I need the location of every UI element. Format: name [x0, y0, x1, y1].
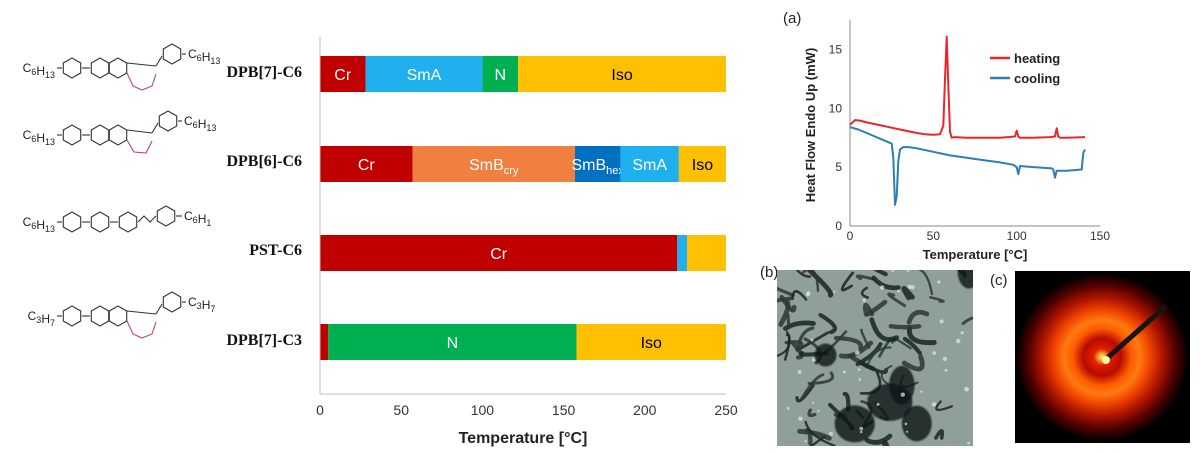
dsc-y-tick-label: 5 — [835, 160, 842, 174]
phase-label-cr: Cr — [490, 246, 508, 263]
phase-segment-iso — [576, 324, 726, 360]
phase-bar-1: Cr SmA N Iso — [320, 56, 726, 92]
pom-texture-image — [777, 270, 973, 446]
bar-chart-x-axis-label: Temperature [°C] — [459, 430, 588, 447]
molecule-substituent-left: C3H7 — [28, 309, 55, 328]
phase-label-cr: Cr — [334, 67, 352, 84]
phase-segment-sma — [620, 146, 679, 182]
dsc-line-cooling — [849, 126, 1086, 206]
molecule-name: PST-C6 — [249, 242, 302, 259]
dsc-x-tick-label: 100 — [1007, 229, 1027, 243]
phase-segment-cr — [320, 324, 329, 360]
bar-chart-tick-labels: 0 50 100 150 200 250 — [316, 402, 738, 418]
bar-x-tick-label: 250 — [714, 402, 738, 418]
molecule-3: C6H13 C6H1 PST-C6 — [23, 205, 302, 259]
phase-bar-4: N Iso — [320, 324, 726, 360]
phase-label-iso: Iso — [692, 157, 713, 174]
phase-segment-cr — [320, 56, 366, 92]
phase-bar-3: Cr — [320, 235, 726, 271]
phase-segment-sma — [677, 235, 688, 271]
legend-heating-label: heating — [1014, 51, 1060, 66]
molecule-2: C6H13 C6H13 DPB[6]-C6 — [23, 110, 302, 170]
bar-x-tick-label: 150 — [552, 402, 576, 418]
dsc-x-tick-label: 50 — [927, 229, 941, 243]
dsc-x-axis-label: Temperature [°C] — [923, 247, 1028, 262]
phase-segment-iso — [678, 146, 726, 182]
molecule-name: DPB[6]-C6 — [226, 153, 302, 170]
molecule-substituent-right: C6H13 — [184, 114, 216, 133]
pom-schlieren-pattern — [777, 270, 973, 446]
molecule-substituent-right: C3H7 — [188, 295, 215, 314]
dsc-series — [849, 35, 1086, 206]
phase-segment-iso — [518, 56, 726, 92]
dsc-tick-labels: 0 50 100 150 0 5 10 15 — [829, 42, 1111, 243]
phase-label-cr: Cr — [358, 157, 376, 174]
dsc-line-heating — [849, 35, 1086, 139]
dsc-x-tick-label: 150 — [1090, 229, 1110, 243]
molecule-substituent-right: C6H1 — [184, 209, 211, 228]
phase-segment-iso — [687, 235, 726, 271]
phase-label-iso: Iso — [611, 67, 632, 84]
panel-c-label: (c) — [990, 272, 1008, 289]
phase-label-sma: SmA — [632, 157, 667, 174]
molecule-1: C6H13 C6H13 DPB[7]-C6 — [23, 43, 302, 91]
dsc-y-tick-label: 0 — [835, 219, 842, 233]
molecule-name: DPB[7]-C6 — [226, 64, 302, 81]
dsc-y-axis-label: Heat Flow Endo Up (mW) — [803, 48, 818, 203]
xray-ring-pattern — [1016, 273, 1188, 441]
phase-label-sma: SmA — [407, 67, 442, 84]
molecule-substituent-left: C6H13 — [23, 61, 55, 80]
molecule-4: C3H7 C3H7 DPB[7]-C3 — [28, 291, 302, 349]
dsc-y-tick-label: 10 — [829, 101, 843, 115]
molecule-structures: C6H13C6H13DPB[7]-C6C6H13C6H13DPB[6]-C6C6… — [23, 43, 302, 349]
phase-label-n: N — [494, 67, 506, 84]
bar-x-tick-label: 50 — [393, 402, 409, 418]
phase-segment-cr — [320, 235, 678, 271]
panel-a-label: (a) — [783, 10, 801, 27]
phase-segment-smbhex — [574, 146, 621, 182]
phase-segment-cr — [320, 146, 413, 182]
xray-center-spot — [1102, 356, 1110, 364]
phase-segment-n — [482, 56, 519, 92]
phase-bar-2: Cr SmBcry SmBhex SmA Iso — [320, 146, 726, 182]
bar-x-tick-label: 200 — [633, 402, 657, 418]
xray-diffraction-image — [1015, 271, 1190, 443]
phase-label-n: N — [447, 335, 459, 352]
dsc-y-tick-label: 15 — [829, 42, 843, 56]
dsc-x-tick-label: 0 — [847, 229, 854, 243]
beam-stop — [1103, 304, 1168, 362]
dsc-chart: (a) 0 50 100 150 0 5 10 15 heating cooling Temp… — [783, 10, 1110, 262]
phase-label-iso: Iso — [641, 335, 662, 352]
molecule-substituent-left: C6H13 — [23, 215, 55, 234]
molecule-name: DPB[7]-C3 — [226, 332, 302, 349]
dsc-legend: heating cooling — [990, 51, 1060, 86]
molecule-substituent-left: C6H13 — [23, 128, 55, 147]
molecule-substituent-right: C6H13 — [188, 47, 220, 66]
bar-x-tick-label: 100 — [471, 402, 495, 418]
legend-cooling-label: cooling — [1014, 71, 1060, 86]
bar-x-tick-label: 0 — [316, 402, 324, 418]
phase-segment-smbcry — [412, 146, 575, 182]
phase-segment-n — [328, 324, 577, 360]
panel-b-label: (b) — [760, 264, 778, 281]
phase-segment-sma — [365, 56, 483, 92]
